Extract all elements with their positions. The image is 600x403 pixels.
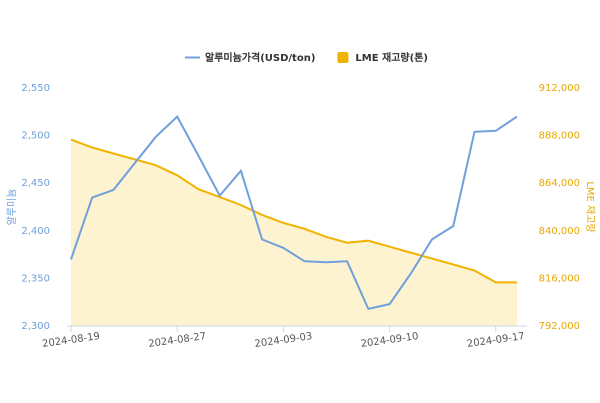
area-line (70, 138, 517, 284)
y-tick-label: 2,550 (21, 83, 50, 94)
y2-tick-label: 840,000 (539, 226, 580, 237)
y-tick-label: 2,400 (21, 226, 50, 237)
y2-tick-label: 816,000 (539, 273, 580, 284)
x-tick-label: 2024-09-10 (360, 331, 419, 350)
x-tick-label: 2024-08-27 (148, 331, 207, 350)
line (70, 114, 518, 311)
legend-swatch (337, 52, 349, 63)
y2-axis-title: LME 재고량 (584, 181, 596, 232)
legend-label: LME 재고량(톤) (355, 51, 428, 64)
y2-tick-label: 888,000 (539, 131, 580, 142)
y-tick-label: 2,500 (21, 131, 50, 142)
y2-tick-label: 864,000 (539, 178, 580, 189)
x-tick-label: 2024-09-03 (254, 331, 313, 350)
area-fill (71, 139, 517, 326)
y-tick-label: 2,350 (21, 273, 50, 284)
legend: 알루미늄가격(USD/ton) LME 재고량(톤) (185, 51, 428, 64)
x-tick-label: 2024-08-19 (42, 331, 101, 350)
legend-label: 알루미늄가격(USD/ton) (205, 51, 315, 64)
y-tick-label: 2,300 (21, 321, 50, 332)
y-tick-label: 2,450 (21, 178, 50, 189)
x-tick-label: 2024-09-17 (466, 331, 525, 350)
y2-tick-label: 792,000 (539, 321, 580, 332)
y-axis-title: 알루미늄 (6, 189, 18, 226)
y2-tick-label: 912,000 (539, 83, 580, 94)
